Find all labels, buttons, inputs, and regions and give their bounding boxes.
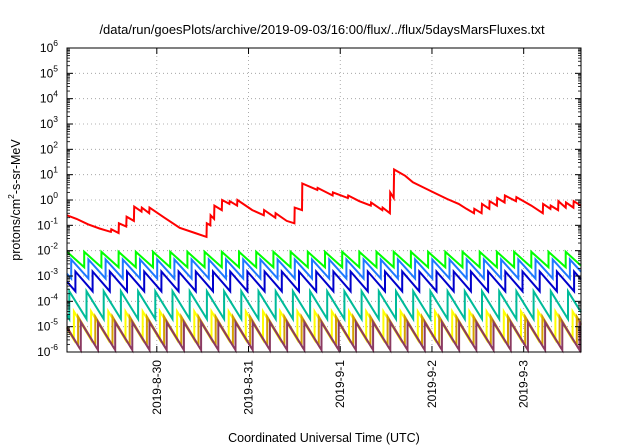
y-tick-label: 103 <box>40 114 58 131</box>
x-tick-label: 2019-8-30 <box>150 360 164 415</box>
x-tick-label: 2019-9-1 <box>333 360 347 408</box>
x-axis-label: Coordinated Universal Time (UTC) <box>228 431 420 445</box>
x-tick-label: 2019-9-3 <box>517 360 531 408</box>
x-axis: 2019-8-30 2019-8-31 2019-9-1 2019-9-2 2019-9… <box>150 48 531 415</box>
series-line-5 <box>66 287 582 323</box>
series-line-1 <box>66 167 582 239</box>
series-line-2 <box>66 249 582 270</box>
series-line-8 <box>66 318 582 354</box>
y-tick-label: 100 <box>40 190 58 207</box>
y-tick-label: 10-1 <box>37 215 58 232</box>
series-line-4 <box>66 268 582 294</box>
y-tick-label: 10-3 <box>37 266 58 283</box>
x-tick-label: 2019-8-31 <box>242 360 256 415</box>
x-tick-label: 2019-9-2 <box>425 360 439 408</box>
y-tick-label: 106 <box>40 38 58 55</box>
y-tick-label: 10-6 <box>37 342 58 359</box>
series-layer <box>66 167 582 354</box>
y-tick-label: 102 <box>40 139 58 156</box>
y-axis-label: protons/cm2-s-sr-MeV <box>6 139 23 261</box>
chart-title: /data/run/goesPlots/archive/2019-09-03/1… <box>99 22 545 37</box>
y-tick-label: 10-4 <box>37 291 58 308</box>
y-tick-label: 10-5 <box>37 317 58 334</box>
y-tick-label: 105 <box>40 63 58 80</box>
y-tick-label: 10-2 <box>37 241 58 258</box>
y-tick-label: 104 <box>40 89 58 106</box>
y-tick-label: 101 <box>40 165 58 182</box>
series-line-3 <box>66 256 582 282</box>
